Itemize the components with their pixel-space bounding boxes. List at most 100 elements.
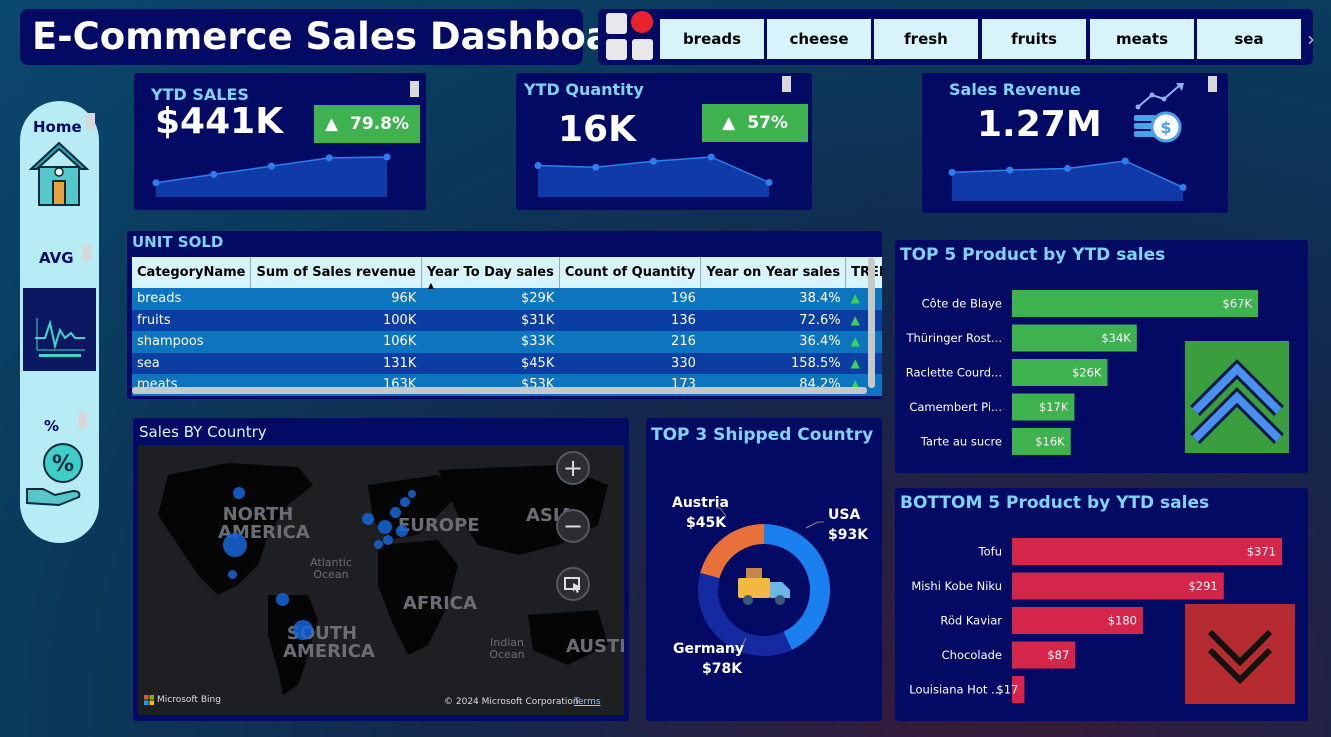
col-header-trend[interactable]: TREN: [845, 257, 882, 288]
table-cell: 131K: [250, 352, 422, 374]
donut-slice-usa[interactable]: [764, 524, 830, 650]
map-bubble[interactable]: [400, 497, 410, 507]
table-row[interactable]: sea 131K $45K 330 158.5% ▲: [132, 352, 882, 374]
bar[interactable]: [1012, 641, 1076, 669]
col-header-category[interactable]: CategoryName: [132, 257, 252, 288]
home-icon[interactable]: [29, 139, 89, 207]
slicer-next-arrow-icon[interactable]: ›: [1307, 27, 1315, 51]
slicer-item-sea[interactable]: sea: [1197, 19, 1301, 59]
slicer-item-cheese[interactable]: cheese: [767, 19, 871, 59]
bing-brand-text: Microsoft Bing: [157, 695, 221, 705]
kpi-ytd-quantity-card[interactable]: YTD Quantity 16K ▲ 57%: [516, 73, 812, 210]
sparkline-point: [948, 168, 956, 176]
kpi-sales-revenue-card[interactable]: Sales Revenue 1.27M $: [922, 73, 1228, 213]
map-bubble[interactable]: [374, 540, 383, 549]
card-marker: [782, 76, 791, 92]
revenue-coins-icon: $: [1134, 83, 1184, 143]
table-row[interactable]: breads 96K $29K 196 38.4% ▲: [132, 288, 882, 310]
nav-percent-label[interactable]: %: [44, 417, 60, 435]
donut-slice-germany[interactable]: [698, 572, 792, 656]
table-row[interactable]: shampoos 106K $33K 216 36.4% ▲: [132, 331, 882, 353]
sparkline-point: [210, 170, 218, 178]
bar-value-label: $26K: [1072, 366, 1102, 380]
bar[interactable]: [1012, 324, 1137, 352]
bottom5-bar-chart[interactable]: Tofu $371 Mishi Kobe Niku $291 Röd Kaviar $18…: [895, 488, 1308, 721]
table-row[interactable]: fruits 100K $31K 136 72.6% ▲: [132, 309, 882, 331]
bar-category-label: Röd Kaviar: [940, 614, 1002, 628]
slicer-logo-icon: [606, 11, 653, 60]
percent-discount-icon[interactable]: %: [25, 441, 93, 509]
table-cell: 216: [559, 331, 701, 353]
table-cell: 158.5%: [700, 352, 846, 374]
table-cell: breads: [132, 288, 251, 310]
slicer-item-fresh[interactable]: fresh: [874, 19, 978, 59]
table-cell: $45K: [421, 352, 560, 374]
map-bubble[interactable]: [383, 535, 393, 545]
col-header-sales-revenue[interactable]: Sum of Sales revenue: [250, 257, 422, 288]
bar[interactable]: [1012, 359, 1108, 386]
avg-chart-thumbnail[interactable]: [23, 288, 96, 371]
col-header-ytd-sales[interactable]: Year To Day sales ▲: [421, 257, 560, 290]
double-chevron-up-icon: [1185, 341, 1289, 453]
table-cell: 96K: [250, 288, 422, 310]
table-cell: 38.4%: [700, 288, 846, 310]
donut-slice-austria[interactable]: [700, 524, 764, 579]
map-zoom-in-button[interactable]: +: [556, 451, 590, 485]
bar[interactable]: [1012, 676, 1025, 703]
bottom5-title: BOTTOM 5 Product by YTD sales: [900, 493, 1210, 513]
map-bubble[interactable]: [293, 620, 313, 640]
slicer-item-fruits[interactable]: fruits: [982, 19, 1086, 59]
kpi-ytd-sales-card[interactable]: YTD SALES $441K ▲ 79.8%: [134, 73, 426, 210]
bar[interactable]: [1012, 428, 1071, 455]
map-bubble[interactable]: [223, 533, 247, 557]
map-bubble[interactable]: [228, 570, 237, 579]
map-bubble[interactable]: [408, 490, 416, 498]
sales-by-country-map-panel: Sales BY Country NORTH AMERICA EUROPE AS…: [133, 418, 629, 721]
bar[interactable]: [1012, 572, 1224, 600]
bar[interactable]: [1012, 538, 1282, 565]
table-vertical-scrollbar[interactable]: [868, 258, 875, 388]
map-label-atlantic-ocean: Atlantic Ocean: [310, 556, 352, 582]
nav-avg-label[interactable]: AVG: [39, 249, 74, 267]
sparkline-area: [538, 157, 769, 197]
top5-bar-chart[interactable]: Côte de Blaye $67K Thüringer Rost... $34K Ra…: [895, 240, 1308, 473]
col-header-quantity[interactable]: Count of Quantity: [559, 257, 702, 288]
col-header-yoy-sales[interactable]: Year on Year sales: [700, 257, 847, 288]
slicer-item-meats[interactable]: meats: [1090, 19, 1194, 59]
trend-up-icon: ▲: [850, 291, 860, 306]
kpi-title: YTD SALES: [151, 85, 249, 104]
world-map[interactable]: NORTH AMERICA EUROPE ASIA AFRICA SOUTH A…: [138, 445, 624, 715]
map-bubble[interactable]: [390, 507, 401, 518]
map-select-area-button[interactable]: [556, 567, 590, 601]
map-bubble[interactable]: [396, 525, 408, 537]
bar[interactable]: [1012, 290, 1258, 317]
kpi-sparkline: [152, 153, 391, 197]
unit-sold-table-panel: UNIT SOLD CategoryName Sum of Sales reve…: [127, 231, 882, 399]
map-bubble[interactable]: [362, 513, 374, 525]
table-cell: $31K: [421, 309, 560, 331]
donut-chart[interactable]: [646, 418, 882, 721]
table-horizontal-scrollbar[interactable]: [132, 387, 867, 394]
bar-category-label: Côte de Blaye: [922, 297, 1002, 311]
svg-text:$: $: [1160, 118, 1171, 137]
map-zoom-out-button[interactable]: −: [556, 509, 590, 543]
table-cell: 72.6%: [700, 309, 846, 331]
kpi-value: 16K: [558, 109, 636, 150]
map-bubble[interactable]: [233, 487, 245, 499]
bar-value-label: $17K: [1039, 400, 1069, 414]
bar[interactable]: [1012, 393, 1075, 421]
map-bubble[interactable]: [276, 593, 289, 606]
nav-home-label[interactable]: Home: [33, 118, 82, 136]
microsoft-logo-icon: [144, 695, 154, 705]
bar[interactable]: [1012, 607, 1143, 634]
map-terms-link[interactable]: Terms: [574, 697, 601, 707]
sort-arrow-icon: ▲: [427, 281, 434, 290]
sparkline-point: [534, 162, 542, 169]
bar-value-label: $180: [1108, 614, 1137, 628]
sparkline-point: [383, 153, 391, 161]
table-cell: $33K: [421, 331, 560, 353]
map-bubble[interactable]: [378, 520, 392, 534]
nav-percent-marker: [78, 412, 87, 428]
slicer-item-breads[interactable]: breads: [660, 19, 764, 59]
kpi-growth-badge: ▲ 57%: [702, 104, 808, 142]
